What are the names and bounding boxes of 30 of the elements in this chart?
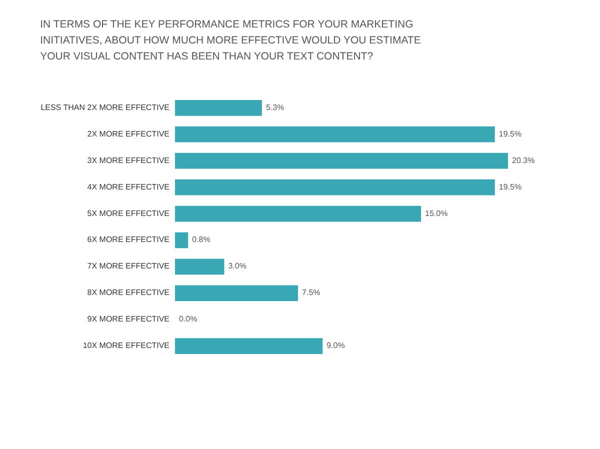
bar <box>175 126 495 142</box>
bar <box>175 100 262 116</box>
chart-title: IN TERMS OF THE KEY PERFORMANCE METRICS FOR YOUR MARKETING INITIATIVES, ABOUT HOW MUCH MORE EFFECTIVE WOULD YOU ESTIMATE YOUR VISUAL CONTENT HAS BEEN THAN YOUR TEXT CONTENT? <box>40 18 421 62</box>
bar <box>175 232 188 248</box>
data-label: 15.0% <box>425 208 448 218</box>
data-label: 0.0% <box>179 314 198 324</box>
y-tick-label: 2X MORE EFFECTIVE <box>87 129 170 138</box>
y-tick-label: 6X MORE EFFECTIVE <box>87 235 170 244</box>
bar <box>175 285 298 302</box>
bar <box>175 206 422 222</box>
y-tick-label: 4X MORE EFFECTIVE <box>87 182 170 192</box>
data-label: 20.3% <box>512 156 535 165</box>
y-tick-label: LESS THAN 2X MORE EFFECTIVE <box>40 102 170 112</box>
data-label: 19.5% <box>498 129 522 138</box>
y-tick-label: 9X MORE EFFECTIVE <box>87 314 170 324</box>
bar <box>175 258 224 275</box>
y-tick-label: 3X MORE EFFECTIVE <box>87 156 170 165</box>
bar <box>175 152 508 169</box>
bar <box>175 338 323 354</box>
data-label: 7.5% <box>302 288 320 298</box>
bar <box>175 179 495 196</box>
y-tick-label: 7X MORE EFFECTIVE <box>87 262 170 271</box>
y-tick-label: 8X MORE EFFECTIVE <box>87 288 170 298</box>
y-tick-label: 10X MORE EFFECTIVE <box>82 341 170 350</box>
data-label: 5.3% <box>266 102 284 112</box>
data-label: 0.8% <box>192 235 210 244</box>
data-label: 9.0% <box>326 341 345 350</box>
data-label: 3.0% <box>228 262 246 271</box>
y-tick-label: 5X MORE EFFECTIVE <box>87 208 170 218</box>
data-label: 19.5% <box>498 182 522 192</box>
